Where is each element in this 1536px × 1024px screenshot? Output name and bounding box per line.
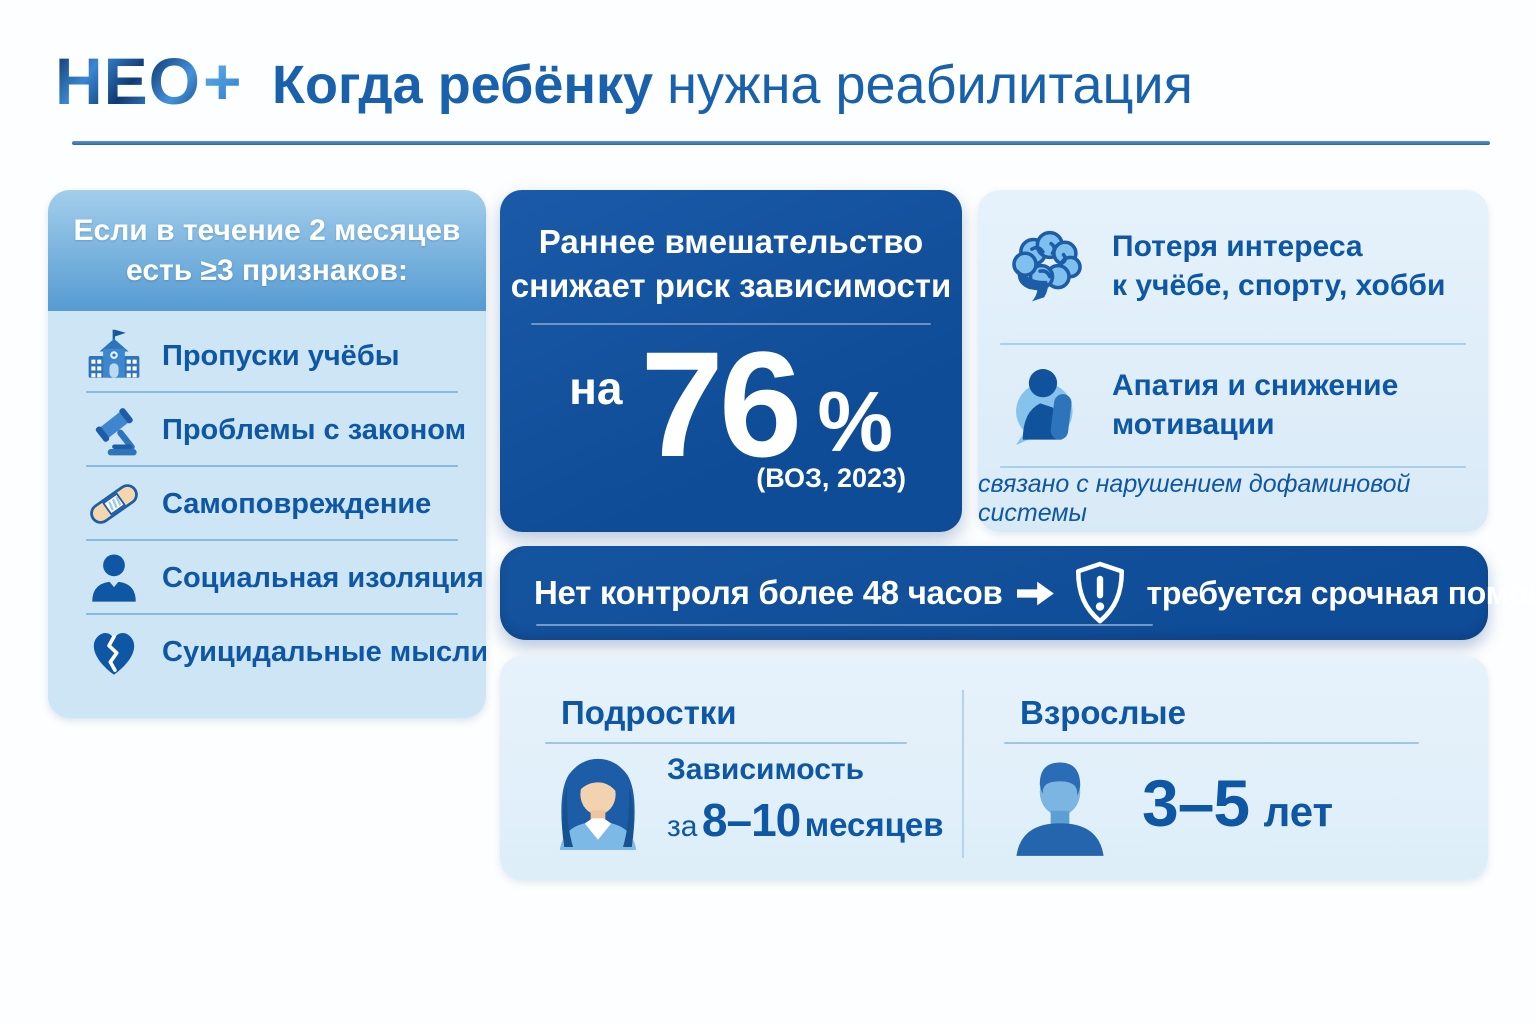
adults-unit: лет	[1263, 788, 1334, 835]
stat-panel: Раннее вмешательство снижает риск зависи…	[500, 190, 962, 532]
teens-unit: месяцев	[804, 805, 944, 843]
alert-action: требуется срочная помощь	[1146, 574, 1536, 611]
teens-value: 8–10	[701, 793, 801, 846]
sign-item-self-harm: Самоповреждение	[48, 467, 486, 541]
bandage-icon	[84, 474, 144, 534]
sign-item-suicidal: Суицидальные мысли	[48, 615, 486, 689]
logo-plus-sign: +	[203, 44, 243, 118]
alert-condition: Нет контроля более 48 часов	[534, 574, 1152, 626]
symptom-line1: Апатия и снижение	[1112, 369, 1399, 403]
neo-plus-logo: НЕО+	[55, 48, 243, 114]
signs-panel-heading: Если в течение 2 месяцев есть ≥3 признак…	[48, 190, 486, 311]
sign-item-school: Пропуски учёбы	[48, 319, 486, 393]
sign-label: Суицидальные мысли	[162, 635, 486, 668]
person-icon	[84, 548, 144, 608]
logo-neo-text: НЕО	[55, 44, 202, 118]
page-title-rest: нужна реабилитация	[667, 55, 1193, 115]
stat-heading-line2: снижает риск зависимости	[510, 266, 952, 304]
stat-heading-line1: Раннее вмешательство	[538, 223, 924, 260]
teens-line1: Зависимость	[667, 753, 865, 787]
stat-percent-sign: %	[817, 374, 893, 470]
divider	[1000, 343, 1466, 345]
teens-text: Зависимость за 8–10 месяцев	[667, 753, 944, 846]
page-title-bold: Когда ребёнку	[272, 55, 654, 115]
symptom-item-apathy: Апатия и снижение мотивации	[978, 345, 1488, 466]
sign-label: Социальная изоляция	[162, 561, 484, 594]
timeline-adults: Взрослые 3–5 лет	[964, 656, 1488, 880]
adult-avatar	[1004, 750, 1116, 856]
stat-divider	[531, 323, 931, 326]
stat-value: 76	[640, 320, 802, 489]
divider	[545, 742, 907, 744]
teens-line2: за 8–10 месяцев	[667, 794, 944, 847]
symptoms-note: связано с нарушением дофаминовой системы	[978, 470, 1411, 527]
arrow-right-icon	[1016, 579, 1055, 608]
sign-label: Пропуски учёбы	[162, 339, 400, 372]
stat-prefix: на	[569, 362, 623, 415]
adults-text: 3–5 лет	[1142, 765, 1333, 841]
symptom-text: Потеря интереса к учёбе, спорту, хобби	[1112, 228, 1445, 305]
divider	[1004, 742, 1419, 744]
symptom-line2: к учёбе, спорту, хобби	[1112, 268, 1446, 302]
school-icon	[84, 326, 144, 386]
page-title: Когда ребёнку нужна реабилитация	[272, 58, 1193, 112]
stat-value-row: на 76 %	[500, 329, 962, 479]
broken-heart-icon	[84, 622, 144, 682]
symptom-text: Апатия и снижение мотивации	[1112, 367, 1398, 444]
signs-heading-line2: есть ≥3 признаков:	[126, 253, 408, 287]
timeline-teens: Подростки Зависимость	[500, 656, 962, 880]
symptom-line2: мотивации	[1112, 407, 1275, 441]
symptom-line1: Потеря интереса	[1112, 230, 1363, 264]
alert-banner: Нет контроля более 48 часов требуется ср…	[500, 546, 1536, 640]
adults-heading: Взрослые	[1020, 694, 1186, 731]
sign-label: Проблемы с законом	[162, 413, 467, 446]
sign-label: Самоповреждение	[162, 487, 432, 520]
divider	[1000, 466, 1466, 468]
teens-heading: Подростки	[561, 694, 737, 731]
symptom-item-interest-loss: Потеря интереса к учёбе, спорту, хобби	[978, 190, 1488, 343]
signs-heading-line1: Если в течение 2 месяцев	[73, 213, 461, 247]
symptoms-panel: Потеря интереса к учёбе, спорту, хобби А…	[978, 190, 1488, 532]
sign-item-law: Проблемы с законом	[48, 393, 486, 467]
teens-row: Зависимость за 8–10 месяцев	[545, 750, 962, 850]
teen-avatar	[545, 750, 651, 850]
timelines-panel: Подростки Зависимость	[500, 656, 1488, 880]
signs-panel: Если в течение 2 месяцев есть ≥3 признак…	[48, 190, 486, 718]
signs-list: Пропуски учёбы Проблемы с	[48, 311, 486, 689]
teens-prefix: за	[667, 809, 698, 843]
stat-source: (ВОЗ, 2023)	[756, 463, 906, 494]
shield-alert-icon	[1071, 560, 1129, 626]
adults-value: 3–5	[1142, 766, 1250, 840]
sign-item-isolation: Социальная изоляция	[48, 541, 486, 615]
stat-heading: Раннее вмешательство снижает риск зависи…	[500, 220, 962, 307]
adults-row: 3–5 лет	[1004, 750, 1488, 856]
header-divider	[72, 141, 1490, 145]
brain-icon	[1002, 221, 1092, 313]
divider	[962, 690, 964, 858]
apathy-icon	[1002, 360, 1092, 452]
gavel-icon	[84, 400, 144, 460]
